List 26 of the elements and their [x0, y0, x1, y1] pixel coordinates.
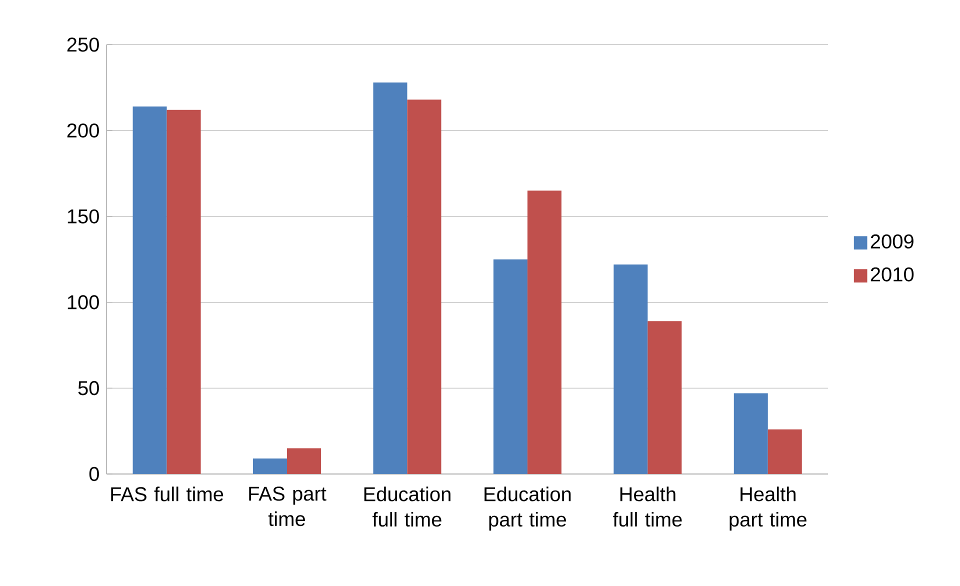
legend-label: 2010	[870, 267, 914, 282]
x-tick-label: FAS full time	[111, 486, 224, 502]
bar	[373, 82, 408, 474]
bar	[407, 100, 442, 474]
bar	[253, 458, 287, 474]
bar	[493, 259, 528, 474]
bar	[734, 393, 768, 474]
bar	[768, 429, 802, 474]
y-tick-label: 150	[68, 209, 99, 224]
x-tick-label: Education part time	[484, 486, 571, 531]
x-tick-label: FAS part time	[249, 486, 326, 526]
bar	[132, 106, 167, 474]
bar	[287, 448, 321, 474]
x-tick-label: Education full time	[364, 486, 450, 527]
bar	[166, 110, 201, 474]
y-tick-label: 0	[89, 466, 99, 482]
y-tick-label: 50	[78, 381, 99, 396]
y-tick-label: 100	[68, 295, 99, 310]
y-tick-label: 250	[67, 38, 99, 52]
legend-label: 2009	[870, 234, 914, 249]
x-tick-label: Health full time	[612, 486, 682, 527]
bar	[527, 190, 562, 474]
bar	[648, 321, 682, 474]
y-tick-label: 200	[67, 123, 99, 138]
bar	[614, 264, 648, 474]
x-tick-label: Health part time	[730, 486, 806, 531]
